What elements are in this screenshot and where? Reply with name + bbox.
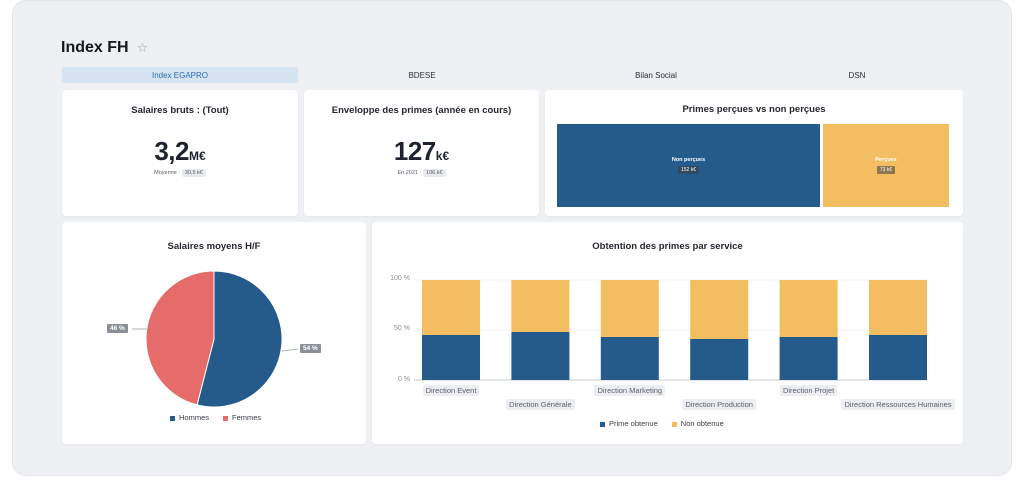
x-tick-label: Direction Event	[422, 385, 480, 396]
bar-prime-obtenue-3[interactable]	[690, 339, 749, 380]
legend-hommes-swatch	[170, 415, 175, 421]
pie-label-hommes: 54 %	[300, 344, 321, 353]
x-tick-label: Direction Production	[682, 399, 756, 410]
bar-legend: Prime obtenue Non obtenue	[600, 419, 724, 428]
legend-femmes[interactable]: Femmes	[223, 413, 261, 422]
bonus-kpi-title: Enveloppe des primes (année en cours)	[331, 105, 512, 116]
bar-prime-obtenue-5[interactable]	[869, 335, 927, 380]
treemap-title: Primes perçues vs non perçues	[682, 104, 826, 115]
bar-prime-obtenue-0[interactable]	[422, 335, 480, 380]
pie-slice-hommes[interactable]	[196, 270, 283, 408]
bonus-kpi-card: Enveloppe des primes (année en cours) 12…	[304, 90, 539, 216]
pie-card: Salaires moyens H/F 54 % 46 % Hommes Fem…	[62, 222, 366, 444]
stacked-bar-chart	[414, 279, 927, 381]
treemap-block-0[interactable]: Non perçues 152 k€	[557, 124, 820, 207]
treemap-card: Primes perçues vs non perçues Non perçue…	[545, 90, 963, 216]
pie-chart	[132, 270, 299, 408]
pie-title: Salaires moyens H/F	[167, 241, 261, 252]
pie-label-femmes: 46 %	[107, 324, 128, 333]
bar-non-obtenue-1[interactable]	[511, 280, 570, 332]
treemap-block-value: 152 k€	[677, 166, 699, 174]
treemap-block-label: Perçues	[875, 157, 897, 163]
legend-femmes-swatch	[223, 415, 229, 421]
treemap-block-label: Non perçues	[671, 157, 706, 163]
legend-non-obtenue[interactable]: Non obtenue	[671, 419, 724, 428]
page-title-text: Index FH	[61, 39, 129, 56]
tab-dsn[interactable]: DSN	[848, 70, 866, 80]
salaries-kpi-card: Salaires bruts : (Tout) 3,2M€ Moyenne :3…	[62, 90, 298, 216]
bonus-kpi-number: 127	[393, 136, 436, 166]
legend-prime-obtenue-swatch	[600, 421, 605, 427]
tab-index-egapro[interactable]: Index EGAPRO	[62, 67, 298, 83]
legend-prime-obtenue-label: Prime obtenue	[609, 419, 658, 428]
treemap-block-1[interactable]: Perçues 73 k€	[822, 124, 949, 207]
x-tick-label: Direction Générale	[506, 399, 575, 410]
bar-prime-obtenue-1[interactable]	[511, 332, 570, 380]
bonus-kpi-value: 127k€	[304, 136, 539, 167]
legend-femmes-label: Femmes	[232, 413, 262, 422]
y-tick-100: 100 %	[390, 275, 410, 282]
legend-hommes-label: Hommes	[179, 413, 210, 422]
legend-non-obtenue-label: Non obtenue	[680, 419, 724, 428]
salaries-kpi-unit: M€	[188, 149, 206, 163]
bar-chart-title: Obtention des primes par service	[592, 241, 743, 252]
bar-non-obtenue-5[interactable]	[869, 280, 927, 335]
bonus-kpi-unit: k€	[435, 149, 450, 163]
tab-bdese[interactable]: BDESE	[408, 70, 436, 80]
bonus-kpi-sub-label: En 2021 :	[397, 170, 422, 176]
tab-bilan-social[interactable]: Bilan Social	[635, 70, 677, 80]
x-tick-label: Direction Ressources Humaines	[841, 399, 955, 410]
salaries-kpi-number: 3,2	[154, 136, 189, 166]
y-tick-50: 50 %	[394, 325, 410, 332]
legend-hommes[interactable]: Hommes	[170, 413, 209, 422]
bar-prime-obtenue-2[interactable]	[600, 337, 659, 380]
y-tick-0: 0 %	[397, 376, 410, 383]
page-title: Index FH ☆	[61, 39, 148, 57]
bonus-kpi-sub: En 2021 :106 k€	[304, 169, 539, 177]
star-icon[interactable]: ☆	[136, 40, 149, 55]
treemap-block-value: 73 k€	[876, 166, 896, 174]
salaries-kpi-title: Salaires bruts : (Tout)	[131, 105, 229, 116]
bonus-kpi-sub-value: 106 k€	[423, 169, 446, 177]
salaries-kpi-sub-value: 30,5 k€	[181, 169, 206, 177]
salaries-kpi-sub-label: Moyenne :	[154, 170, 180, 176]
bar-non-obtenue-0[interactable]	[422, 280, 480, 335]
legend-prime-obtenue[interactable]: Prime obtenue	[600, 419, 658, 428]
pie-legend: Hommes Femmes	[170, 413, 261, 422]
bar-non-obtenue-2[interactable]	[600, 280, 659, 337]
salaries-kpi-sub: Moyenne :30,5 k€	[62, 169, 298, 177]
pie-leader-line	[281, 348, 299, 352]
bar-non-obtenue-3[interactable]	[690, 280, 749, 339]
salaries-kpi-value: 3,2M€	[62, 136, 298, 167]
legend-non-obtenue-swatch	[671, 421, 677, 427]
x-tick-label: Direction Marketing	[594, 385, 666, 396]
pie-slice-femmes[interactable]	[145, 270, 215, 406]
bar-prime-obtenue-4[interactable]	[779, 337, 838, 380]
bar-chart-card: Obtention des primes par service 100 % 5…	[372, 222, 963, 444]
x-tick-label: Direction Projet	[779, 385, 838, 396]
bar-non-obtenue-4[interactable]	[779, 280, 838, 337]
